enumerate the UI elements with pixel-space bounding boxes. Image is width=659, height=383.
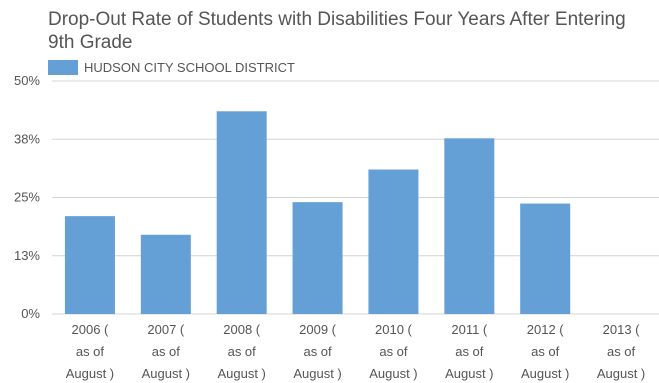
x-axis-tick-labels: 2006 (as of August ) 2007 (as of August ) 20… [66, 322, 646, 381]
legend: HUDSON CITY SCHOOL DISTRICT [48, 58, 295, 76]
legend-label: HUDSON CITY SCHOOL DISTRICT [84, 59, 295, 75]
y-tick-label: 50% [14, 73, 40, 88]
y-tick-label: 38% [14, 131, 40, 146]
bar [64, 216, 115, 314]
x-tick-label: 2008 (as of August ) [217, 322, 265, 381]
y-tick-label: 25% [14, 190, 40, 205]
bars [64, 111, 571, 314]
chart-title: Drop-Out Rate of Students with Disabilit… [48, 9, 626, 53]
y-tick-label: 13% [14, 248, 40, 263]
x-tick-label: 2010 (as of August ) [369, 322, 417, 381]
x-tick-label: 2006 (as of August ) [66, 322, 114, 381]
y-tick-label: 0% [21, 306, 40, 321]
bar [444, 138, 495, 314]
bar [216, 111, 267, 314]
bar [140, 234, 191, 314]
y-axis-tick-labels: 0% 13% 25% 38% 50% [14, 73, 40, 321]
x-tick-label: 2012 (as of August ) [521, 322, 569, 381]
bar [520, 203, 571, 314]
bar [292, 202, 343, 314]
legend-swatch [48, 59, 78, 75]
x-tick-label: 2011 (as of August ) [445, 322, 493, 381]
x-tick-label: 2013 (as of August ) [597, 322, 645, 381]
bar [368, 169, 419, 314]
x-tick-label: 2009 (as of August ) [293, 322, 341, 381]
x-tick-label: 2007 (as of August ) [142, 322, 190, 381]
